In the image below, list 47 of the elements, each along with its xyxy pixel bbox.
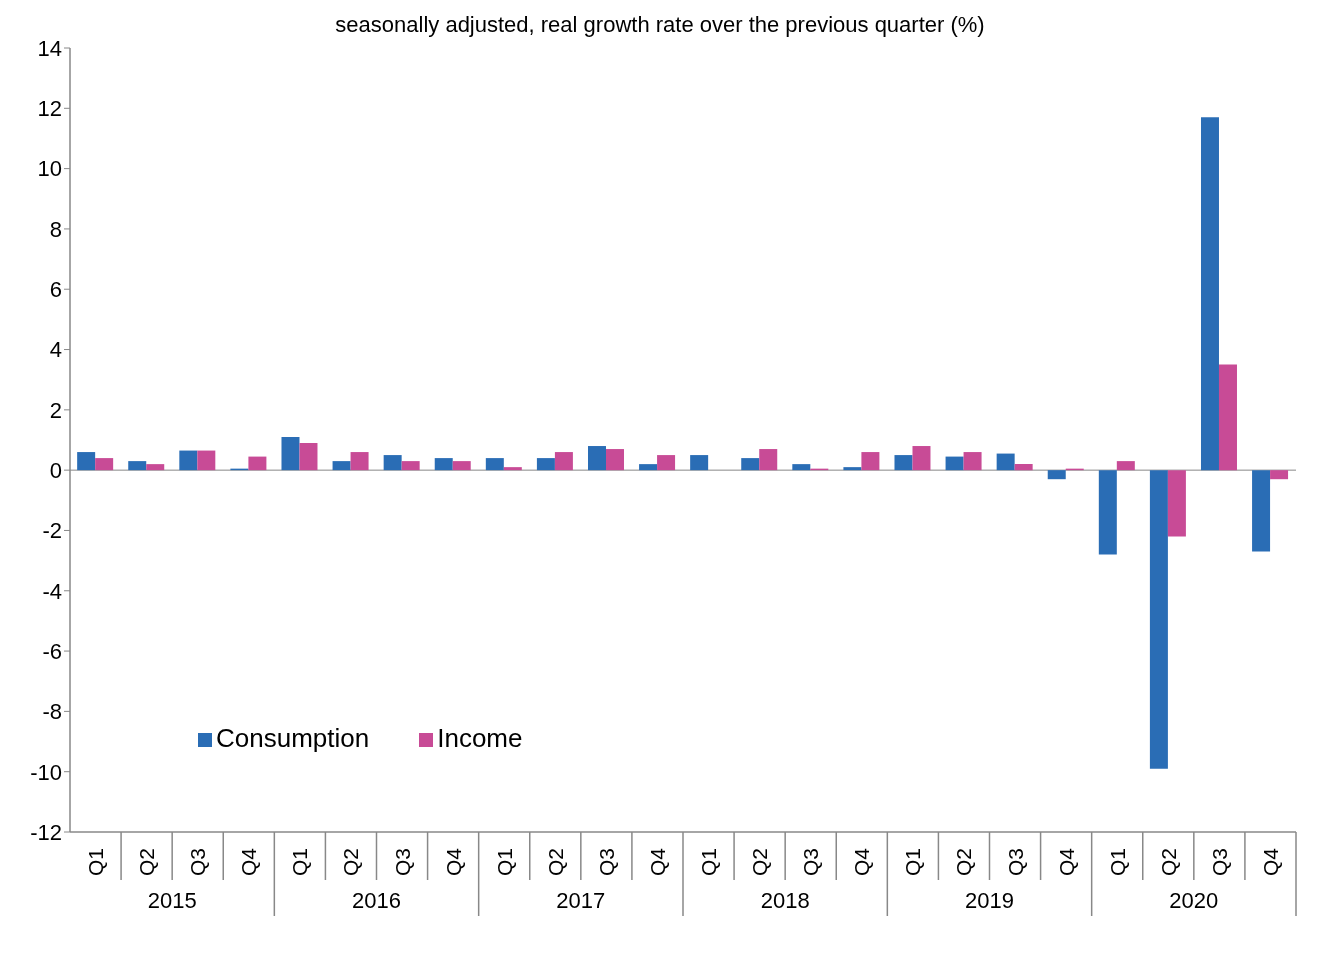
text: 2019	[965, 888, 1014, 913]
y-tick-label: -2	[42, 518, 62, 544]
x-tick-label: Q3	[186, 847, 210, 877]
y-tick-label: -8	[42, 699, 62, 725]
y-tick-label: 0	[49, 457, 62, 483]
text: 2018	[760, 888, 810, 913]
x-tick-label: Q2	[748, 847, 772, 877]
x-tick-label: Q3	[799, 847, 823, 877]
x-tick-label: Q3	[390, 847, 414, 877]
y-tick-label: -6	[42, 638, 62, 664]
y-tick-label: 10	[37, 156, 62, 182]
text: 2015	[147, 888, 197, 913]
y-tick-label: 8	[49, 216, 62, 242]
x-tick-label: Q1	[84, 847, 108, 877]
y-tick-label: 2	[49, 397, 62, 423]
x-tick-label: Q4	[1258, 847, 1282, 877]
legend-label: Consumption	[216, 723, 370, 753]
text: 2017	[556, 888, 606, 913]
x-tick-label: Q1	[697, 847, 721, 877]
y-tick-label: 4	[49, 337, 62, 363]
y-tick-label: 12	[37, 96, 62, 122]
x-tick-label: Q1	[492, 847, 516, 877]
x-tick-label: Q2	[1156, 847, 1180, 877]
y-tick-label: 6	[49, 277, 62, 303]
x-tick-label: Q2	[339, 847, 363, 877]
x-tick-label: Q4	[850, 847, 874, 877]
text: 2020	[1169, 888, 1219, 913]
chart-title: seasonally adjusted, real growth rate over the previous quarter (%)	[335, 12, 985, 37]
y-tick-label: -10	[30, 759, 62, 785]
y-tick-label: 14	[37, 35, 62, 61]
x-tick-label: Q3	[594, 847, 618, 877]
x-tick-label: Q2	[952, 847, 976, 877]
x-tick-label: Q1	[901, 847, 925, 877]
x-tick-label: Q4	[237, 847, 261, 877]
y-tick-label: -4	[42, 578, 62, 604]
x-tick-label: Q1	[1105, 847, 1129, 877]
x-tick-label: Q4	[645, 847, 669, 877]
y-tick-label: -12	[30, 819, 62, 845]
legend-label: Income	[437, 723, 523, 753]
x-tick-label: Q2	[543, 847, 567, 877]
x-tick-label: Q1	[288, 847, 312, 877]
x-tick-label: Q4	[1054, 847, 1078, 877]
x-tick-label: Q3	[1003, 847, 1027, 877]
x-tick-label: Q4	[441, 847, 465, 877]
x-tick-label: Q3	[1207, 847, 1231, 877]
x-tick-label: Q2	[135, 847, 159, 877]
text: 2016	[352, 888, 401, 913]
